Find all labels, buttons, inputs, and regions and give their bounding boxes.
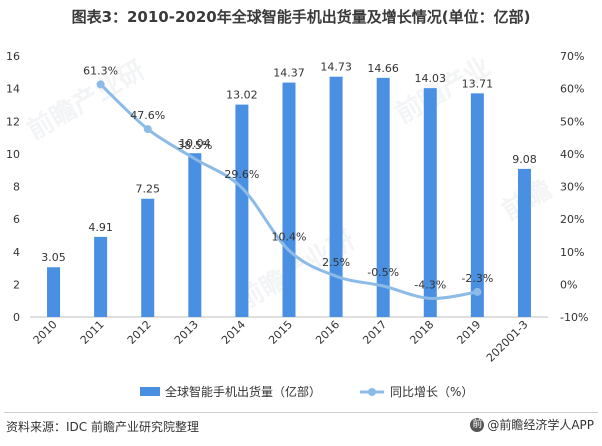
bar	[47, 267, 61, 317]
bar-value-label: 7.25	[135, 183, 160, 196]
bar	[470, 93, 484, 317]
legend-line-marker	[368, 388, 376, 396]
growth-value-label: 10.4%	[272, 230, 307, 243]
x-tick-label: 2017	[360, 318, 389, 347]
x-tick-label: 2016	[313, 318, 342, 347]
y-left-tick-label: 0	[13, 311, 20, 324]
x-tick-label: 2011	[78, 318, 107, 347]
y-left-tick-label: 10	[6, 148, 20, 161]
growth-value-label: 47.6%	[130, 109, 165, 122]
source-note: 资料来源：IDC 前瞻产业研究院整理	[6, 420, 199, 434]
y-right-tick-label: 70%	[560, 50, 584, 63]
bar-value-label: 14.66	[367, 62, 399, 75]
y-right-tick-label: 60%	[560, 83, 584, 96]
bar	[235, 104, 249, 317]
bar	[517, 168, 531, 317]
footer: 资料来源：IDC 前瞻产业研究院整理 前 @前瞻经济学人APP	[0, 412, 602, 442]
growth-value-label: -4.3%	[414, 278, 446, 291]
x-tick-label: 2015	[266, 318, 295, 347]
x-tick-label: 2019	[454, 318, 483, 347]
bar-value-label: 13.02	[226, 89, 258, 102]
bar	[376, 77, 390, 317]
bar-value-label: 14.73	[320, 61, 352, 74]
x-tick-label: 2014	[219, 318, 248, 347]
x-tick-label: 2010	[31, 318, 60, 347]
y-left-tick-label: 12	[6, 115, 20, 128]
bar	[329, 76, 343, 317]
growth-value-label: 2.5%	[322, 256, 350, 269]
y-right-tick-label: 50%	[560, 115, 584, 128]
growth-line	[99, 83, 478, 300]
y-left-tick-label: 4	[13, 246, 20, 259]
brand-logo-icon: 前	[470, 417, 485, 432]
bar	[282, 82, 296, 317]
growth-value-label: 61.3%	[83, 64, 118, 77]
bar	[188, 153, 202, 317]
bar-value-label: 3.05	[41, 251, 66, 264]
bar	[423, 88, 437, 318]
brand: 前 @前瞻经济学人APP	[470, 416, 594, 433]
y-right-tick-label: 30%	[560, 181, 584, 194]
chart-title: 图表3：2010-2020年全球智能手机出货量及增长情况(单位：亿部)	[71, 8, 531, 26]
y-right-tick-label: -10%	[560, 311, 588, 324]
y-left-tick-label: 8	[13, 181, 20, 194]
combo-chart: 0 2 4 6 8 10 12 14 16 -10% 0% 10% 20% 30% 40% 50% 60% 70%…	[6, 50, 588, 399]
legend-line-label: 同比增长（%）	[390, 385, 473, 399]
bar-value-label: 10.04	[179, 137, 211, 150]
growth-point	[96, 80, 105, 89]
y-right-tick-label: 40%	[560, 148, 584, 161]
growth-value-label: -2.3%	[461, 272, 493, 285]
bar-value-label: 13.71	[462, 77, 494, 90]
y-left-tick-label: 16	[6, 50, 20, 63]
growth-value-label: 38.5%	[177, 139, 212, 152]
x-tick-label: 2013	[172, 318, 201, 347]
y-right-tick-label: 20%	[560, 213, 584, 226]
bar-value-label: 9.08	[512, 153, 537, 166]
bar-value-label: 4.91	[88, 221, 113, 234]
y-left-tick-label: 2	[13, 278, 20, 291]
x-tick-label: 2012	[125, 318, 154, 347]
y-left-tick-label: 14	[6, 83, 20, 96]
legend-bar-label: 全球智能手机出货量（亿部）	[165, 384, 321, 399]
growth-point	[143, 125, 152, 134]
bar-value-label: 14.03	[415, 72, 447, 85]
bar	[141, 198, 155, 317]
growth-point	[473, 287, 482, 296]
x-tick-label: 202001-3	[484, 318, 531, 365]
y-right-tick-label: 10%	[560, 246, 584, 259]
brand-label: @前瞻经济学人APP	[487, 418, 594, 432]
footer-divider	[4, 412, 598, 413]
bar-value-label: 14.37	[273, 67, 305, 80]
y-right-tick-label: 0%	[560, 278, 577, 291]
growth-value-label: -0.5%	[367, 266, 399, 279]
x-tick-label: 2018	[407, 318, 436, 347]
y-left-tick-label: 6	[13, 213, 20, 226]
bar	[94, 236, 108, 317]
growth-value-label: 29.6%	[224, 168, 259, 181]
legend-bar-swatch	[140, 387, 160, 396]
